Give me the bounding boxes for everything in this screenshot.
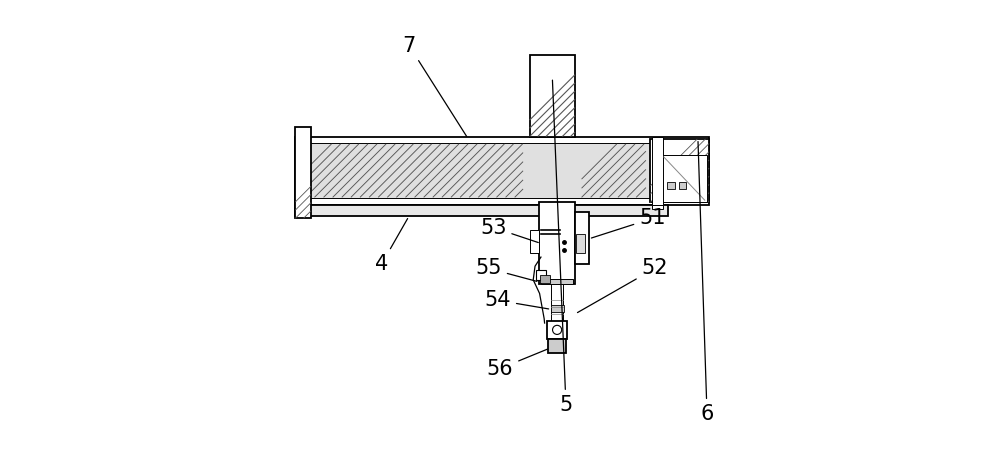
Bar [551,284,563,321]
Text: 6: 6 [698,142,714,424]
Bar [652,136,663,205]
Text: 5: 5 [552,80,573,415]
Bar [548,339,566,353]
Bar [295,127,311,218]
Bar [667,182,675,189]
Text: 54: 54 [484,290,549,310]
Bar [576,234,585,253]
Bar [295,136,709,205]
Text: 7: 7 [402,35,467,136]
Bar [530,55,575,136]
Bar [541,279,573,284]
Text: 55: 55 [475,258,537,281]
Bar [652,205,663,209]
Text: 4: 4 [375,218,408,274]
Bar [539,202,575,284]
Bar [679,182,686,189]
Text: 56: 56 [487,349,547,379]
Bar [547,321,567,339]
Bar [536,270,546,280]
Bar [530,230,539,253]
Bar [540,275,550,283]
Bar [295,205,668,216]
Bar [297,143,708,198]
Bar [662,155,707,202]
Text: 53: 53 [480,217,538,243]
Text: 51: 51 [591,208,666,238]
Bar [575,212,589,264]
Text: 52: 52 [577,258,668,313]
Bar [650,139,709,202]
Bar [551,305,564,312]
